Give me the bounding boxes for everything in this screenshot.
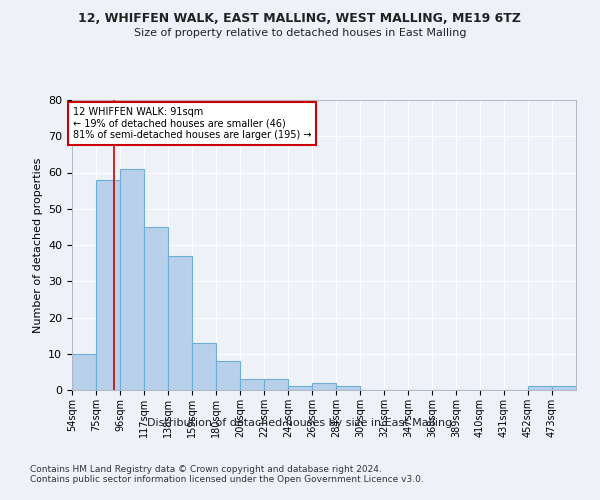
Bar (528, 386, 552, 390)
Text: Size of property relative to detached houses in East Malling: Size of property relative to detached ho… (134, 28, 466, 38)
Bar (96, 180, 120, 390)
Y-axis label: Number of detached properties: Number of detached properties (32, 158, 43, 332)
Bar (288, 386, 312, 390)
Bar (312, 383, 336, 390)
Bar (120, 169, 144, 390)
Bar (72, 354, 96, 390)
Bar (264, 379, 288, 390)
Bar (336, 386, 360, 390)
Bar (144, 227, 168, 390)
Bar (192, 343, 216, 390)
Bar (216, 361, 240, 390)
Bar (552, 386, 576, 390)
Text: Distribution of detached houses by size in East Malling: Distribution of detached houses by size … (148, 418, 452, 428)
Bar (240, 379, 264, 390)
Text: 12 WHIFFEN WALK: 91sqm
← 19% of detached houses are smaller (46)
81% of semi-det: 12 WHIFFEN WALK: 91sqm ← 19% of detached… (73, 108, 311, 140)
Text: 12, WHIFFEN WALK, EAST MALLING, WEST MALLING, ME19 6TZ: 12, WHIFFEN WALK, EAST MALLING, WEST MAL… (79, 12, 521, 26)
Text: Contains HM Land Registry data © Crown copyright and database right 2024.
Contai: Contains HM Land Registry data © Crown c… (30, 465, 424, 484)
Bar (168, 256, 192, 390)
